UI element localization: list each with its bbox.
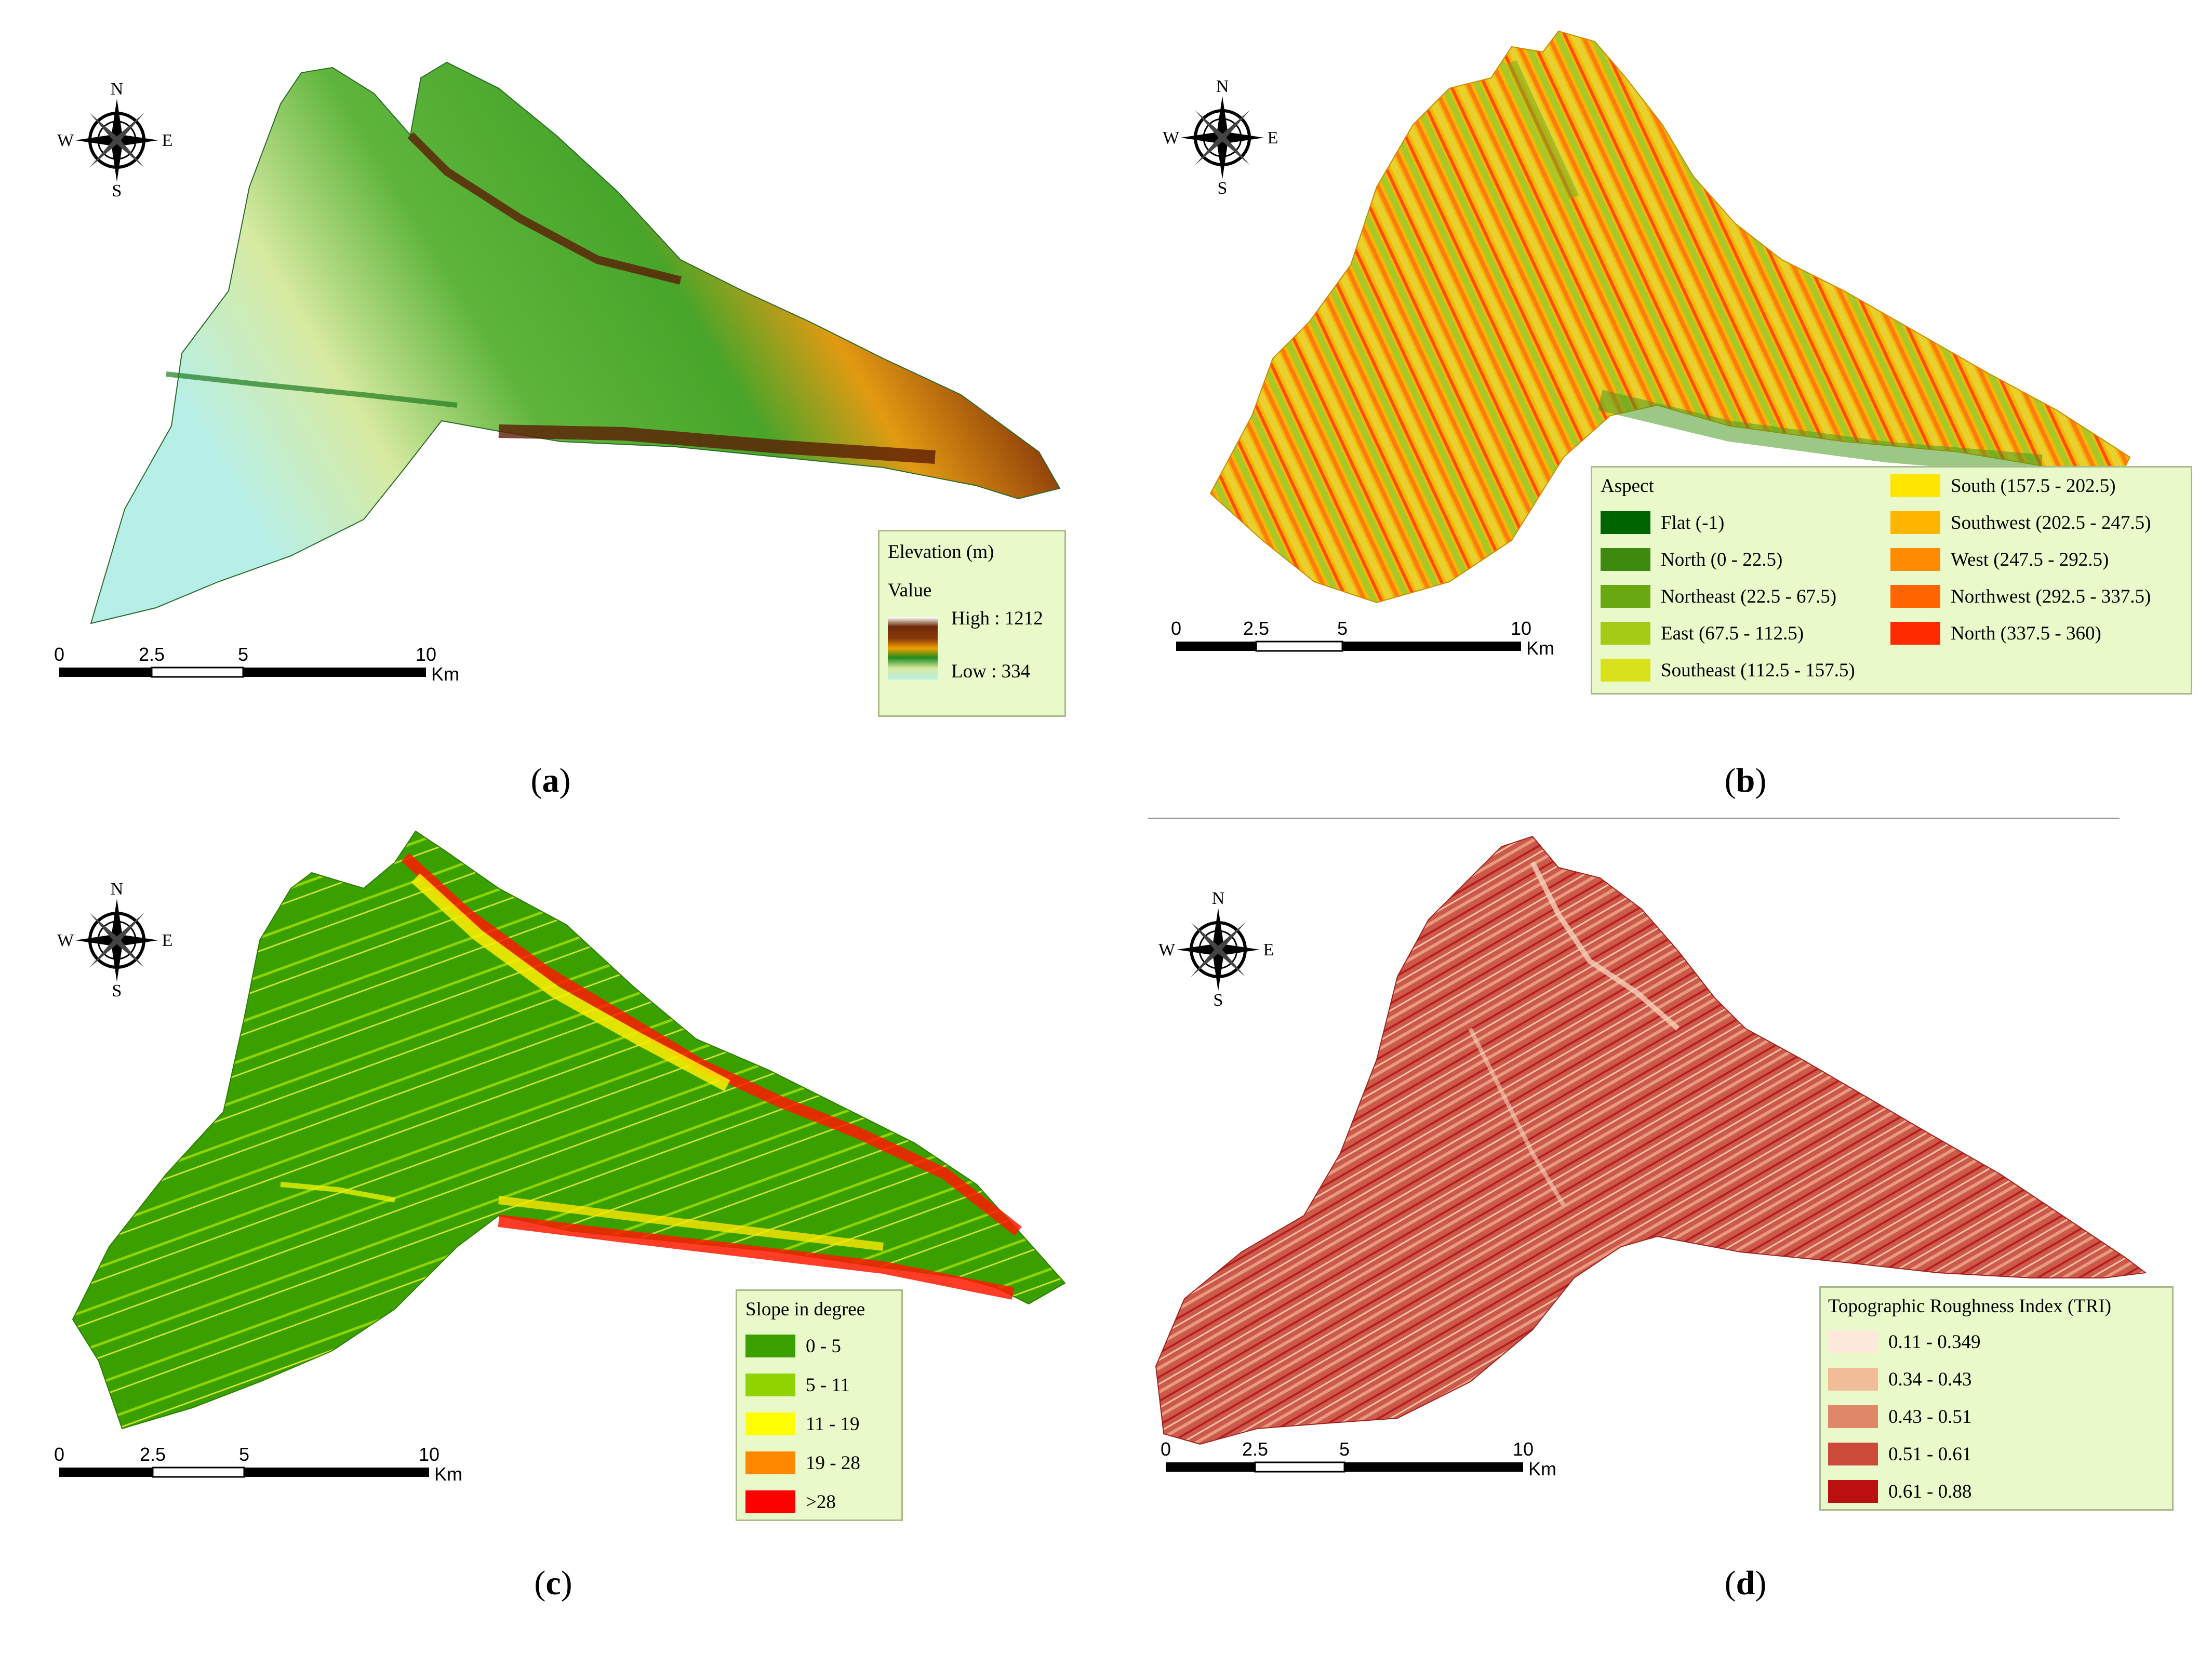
north-arrow: N S E W	[1163, 75, 1282, 198]
scale-unit: Km	[431, 663, 459, 685]
legend-item: Southeast (112.5 - 157.5)	[1601, 658, 1855, 683]
legend-item: West (247.5 - 292.5)	[1890, 547, 2109, 572]
compass-n: N	[111, 879, 124, 899]
compass-e: E	[1268, 128, 1278, 148]
panel-divider	[1148, 818, 2120, 819]
aspect-legend: Aspect Flat (-1) North (0 - 22.5) Northe…	[1591, 466, 2192, 695]
legend-item: 0.43 - 0.51	[1828, 1404, 1971, 1429]
north-arrow: N S E W	[57, 878, 177, 1001]
legend-title: Slope in degree	[745, 1299, 865, 1320]
compass-rose-icon: N S E W	[57, 879, 173, 1001]
compass-rose-icon: N S E W	[57, 79, 173, 201]
scale-bar: 0 2.5 5 10 Km	[52, 1439, 478, 1486]
panel-a: N S E W 0 2.5 5 10 Km Elevation (m) Valu…	[0, 0, 1107, 810]
legend-item: >28	[745, 1489, 836, 1514]
scale-tick-5: 5	[239, 1444, 249, 1465]
caption-a: (a)	[530, 762, 571, 799]
north-arrow: N S E W	[1158, 887, 1278, 1010]
legend-item: Northeast (22.5 - 67.5)	[1601, 584, 1836, 609]
scale-bar: 0 2.5 5 10 Km	[1158, 1434, 1584, 1481]
legend-item: 0.51 - 0.61	[1828, 1442, 1971, 1467]
compass-e: E	[1263, 940, 1274, 959]
caption-d: (d)	[1724, 1564, 1767, 1602]
scale-bar: 0 2.5 5 10 Km	[52, 639, 468, 686]
elevation-legend: Elevation (m) Value High : 1212 Low : 33…	[878, 530, 1066, 717]
scale-unit: Km	[1526, 637, 1554, 659]
scale-tick-10: 10	[419, 1444, 439, 1465]
compass-s: S	[1218, 179, 1228, 195]
caption-b: (b)	[1724, 762, 1767, 799]
elevation-ramp	[888, 617, 938, 679]
legend-subtitle: Value	[888, 580, 932, 601]
scale-tick-10: 10	[416, 644, 436, 665]
scale-tick-2-5: 2.5	[1243, 618, 1269, 639]
scale-tick-0: 0	[1171, 618, 1181, 639]
compass-w: W	[57, 931, 74, 950]
tri-legend: Topographic Roughness Index (TRI) 0.11 -…	[1819, 1286, 2174, 1511]
panel-d: N S E W 0 2.5 5 10 Km Topographic Roughn…	[1107, 821, 2212, 1653]
scale-tick-5: 5	[1337, 618, 1348, 639]
compass-s: S	[112, 181, 122, 197]
legend-item: Northwest (292.5 - 337.5)	[1890, 584, 2151, 609]
compass-n: N	[111, 79, 124, 99]
north-arrow: N S E W	[57, 78, 177, 201]
scale-tick-0: 0	[54, 644, 64, 665]
legend-item: North (337.5 - 360)	[1890, 621, 2101, 646]
slope-legend: Slope in degree 0 - 5 5 - 11 11 - 19 19 …	[736, 1289, 903, 1521]
compass-e: E	[162, 931, 173, 950]
scale-tick-2-5: 2.5	[1242, 1438, 1268, 1460]
compass-e: E	[162, 131, 173, 150]
compass-w: W	[1158, 940, 1176, 959]
scale-unit: Km	[434, 1463, 462, 1485]
scale-unit: Km	[1528, 1458, 1556, 1479]
caption-c: (c)	[534, 1564, 572, 1602]
scale-tick-0: 0	[54, 1444, 64, 1465]
scale-tick-10: 10	[1513, 1438, 1534, 1460]
scale-tick-5: 5	[238, 644, 248, 665]
legend-low: Low : 334	[951, 661, 1031, 682]
legend-title: Topographic Roughness Index (TRI)	[1828, 1296, 2112, 1317]
compass-w: W	[57, 131, 74, 150]
aspect-map	[1209, 30, 2131, 604]
compass-rose-icon: N S E W	[1158, 889, 1274, 1010]
scale-tick-2-5: 2.5	[140, 1444, 166, 1465]
scale-bar: 0 2.5 5 10 Km	[1169, 613, 1584, 660]
legend-item: 11 - 19	[745, 1411, 859, 1436]
panel-b: N S E W 0 2.5 5 10 Km Aspect Flat (-1) N…	[1107, 0, 2212, 810]
legend-item: 19 - 28	[745, 1450, 860, 1475]
compass-s: S	[1214, 991, 1223, 1007]
legend-item: 5 - 11	[745, 1372, 850, 1397]
scale-tick-10: 10	[1511, 618, 1531, 639]
scale-tick-2-5: 2.5	[139, 644, 165, 665]
compass-w: W	[1163, 128, 1180, 148]
compass-n: N	[1216, 77, 1229, 96]
legend-item: 0.34 - 0.43	[1828, 1367, 1971, 1392]
scale-tick-5: 5	[1339, 1438, 1350, 1460]
legend-item: Flat (-1)	[1601, 510, 1724, 535]
compass-s: S	[112, 981, 122, 997]
compass-n: N	[1212, 889, 1225, 908]
tri-map	[1155, 835, 2147, 1445]
panel-c: N S E W 0 2.5 5 10 Km Slope in degree 0 …	[0, 821, 1107, 1653]
legend-item: East (67.5 - 112.5)	[1601, 621, 1804, 646]
legend-item: 0.61 - 0.88	[1828, 1479, 1971, 1504]
legend-item: 0 - 5	[745, 1334, 841, 1358]
slope-map	[72, 830, 1066, 1430]
legend-title: Elevation (m)	[888, 541, 994, 563]
elevation-map	[90, 61, 1061, 624]
compass-rose-icon: N S E W	[1163, 77, 1278, 198]
legend-item: North (0 - 22.5)	[1601, 547, 1782, 572]
legend-item: Southwest (202.5 - 247.5)	[1890, 510, 2151, 535]
legend-title: Aspect	[1601, 475, 1654, 497]
scale-tick-0: 0	[1161, 1438, 1171, 1460]
legend-item: 0.11 - 0.349	[1828, 1329, 1980, 1354]
legend-item: South (157.5 - 202.5)	[1890, 473, 2116, 498]
legend-high: High : 1212	[951, 608, 1043, 629]
